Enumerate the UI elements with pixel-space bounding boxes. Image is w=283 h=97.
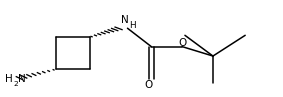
Text: H: H (5, 74, 12, 84)
Text: N: N (121, 15, 129, 25)
Text: 2: 2 (13, 81, 18, 87)
Text: H: H (129, 21, 136, 30)
Text: O: O (179, 38, 187, 48)
Text: N: N (18, 74, 25, 84)
Text: O: O (144, 80, 153, 90)
